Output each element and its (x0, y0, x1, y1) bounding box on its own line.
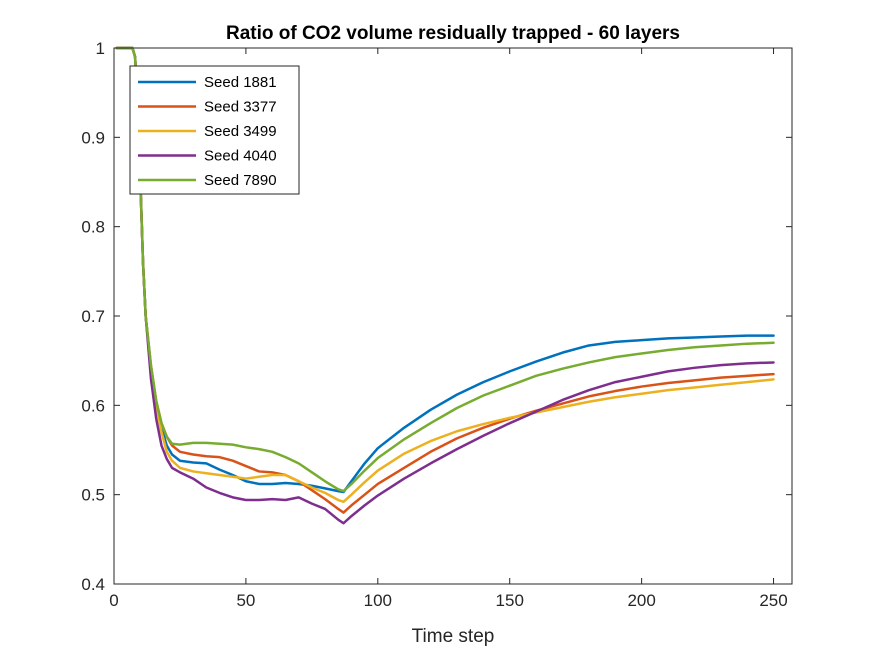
y-axis: 0.4 0.5 0.6 0.7 0.8 0.9 1 (81, 39, 792, 594)
x-axis-label: Time step (412, 626, 495, 647)
x-tick-label: 150 (496, 591, 524, 610)
legend-entry-label: Seed 3499 (204, 123, 277, 140)
series-line-seed-7890 (115, 46, 775, 493)
x-tick-label: 200 (627, 591, 655, 610)
y-tick-label: 0.8 (81, 218, 105, 237)
x-tick-label: 250 (759, 591, 787, 610)
series-line-seed-4040 (115, 46, 775, 525)
legend-entry-label: Seed 3377 (204, 99, 277, 116)
y-tick-label: 0.7 (81, 307, 105, 326)
y-tick-label: 0.4 (81, 575, 105, 594)
legend-entry-label: Seed 1881 (204, 74, 277, 91)
y-tick-label: 0.5 (81, 486, 105, 505)
y-tick-label: 0.6 (81, 396, 105, 415)
x-tick-label: 0 (109, 591, 118, 610)
chart-title: Ratio of CO2 volume residually trapped -… (226, 23, 680, 44)
y-tick-label: 0.9 (81, 128, 105, 147)
y-tick-label: 1 (96, 39, 105, 58)
legend: Seed 1881 Seed 3377 Seed 3499 Seed 4040 Seed… (129, 65, 300, 195)
legend-entry-label: Seed 7890 (204, 172, 277, 189)
legend-entry-label: Seed 4040 (204, 148, 277, 165)
x-tick-label: 50 (236, 591, 255, 610)
series-layer (115, 46, 775, 525)
x-axis: 0 50 100 150 200 250 (109, 48, 788, 610)
x-tick-label: 100 (364, 591, 392, 610)
